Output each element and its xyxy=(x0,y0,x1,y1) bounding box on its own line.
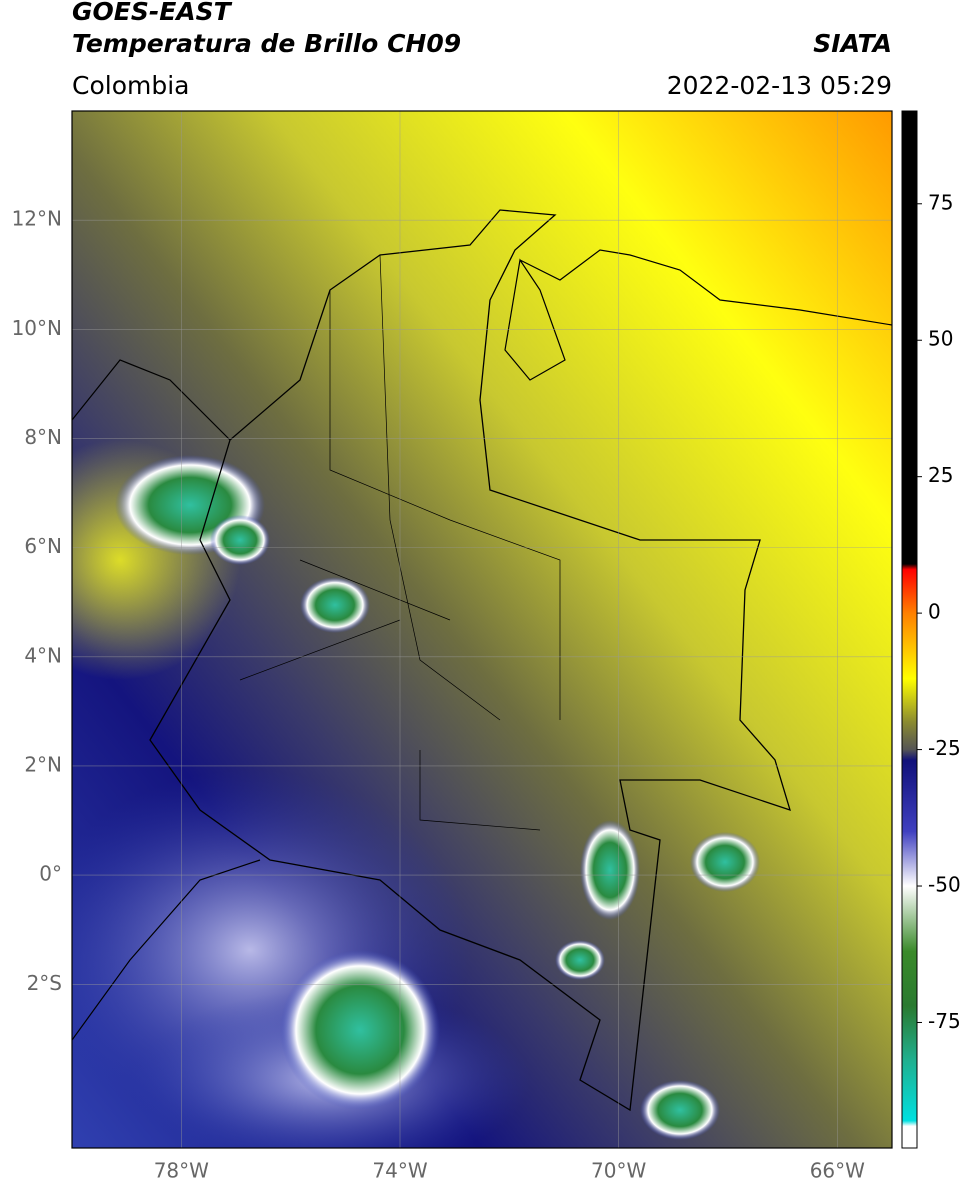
colorbar-tick-label: 25 xyxy=(928,463,953,487)
y-tick-label: 6°N xyxy=(24,534,62,558)
y-tick-label: 4°N xyxy=(24,643,62,667)
satellite-image xyxy=(72,111,892,1148)
y-tick-label: 12°N xyxy=(12,207,62,231)
colorbar-tick-label: -75 xyxy=(928,1009,961,1033)
y-tick-label: 2°S xyxy=(27,971,62,995)
colorbar xyxy=(901,110,918,1149)
region: Colombia xyxy=(72,71,189,100)
x-tick-label: 70°W xyxy=(591,1159,646,1183)
x-tick-label: 78°W xyxy=(154,1159,209,1183)
x-tick-label: 74°W xyxy=(372,1159,427,1183)
source: SIATA xyxy=(813,29,892,58)
colorbar-tick-label: 75 xyxy=(928,190,953,214)
y-tick-label: 10°N xyxy=(12,316,62,340)
y-tick-label: 8°N xyxy=(24,425,62,449)
colorbar-tick-label: -25 xyxy=(928,736,961,760)
x-tick-label: 66°W xyxy=(810,1159,865,1183)
grid xyxy=(72,111,892,1148)
y-tick-label: 0° xyxy=(39,862,62,886)
timestamp: 2022-02-13 05:29 xyxy=(667,71,892,100)
title: GOES-EAST xyxy=(72,0,233,26)
colorbar-tick-label: 0 xyxy=(928,600,941,624)
map-frame xyxy=(71,110,893,1149)
subtitle: Temperatura de Brillo CH09 xyxy=(72,29,461,58)
colorbar-tick-label: -50 xyxy=(928,873,961,897)
y-tick-label: 2°N xyxy=(24,752,62,776)
colorbar-tick-label: 50 xyxy=(928,327,953,351)
